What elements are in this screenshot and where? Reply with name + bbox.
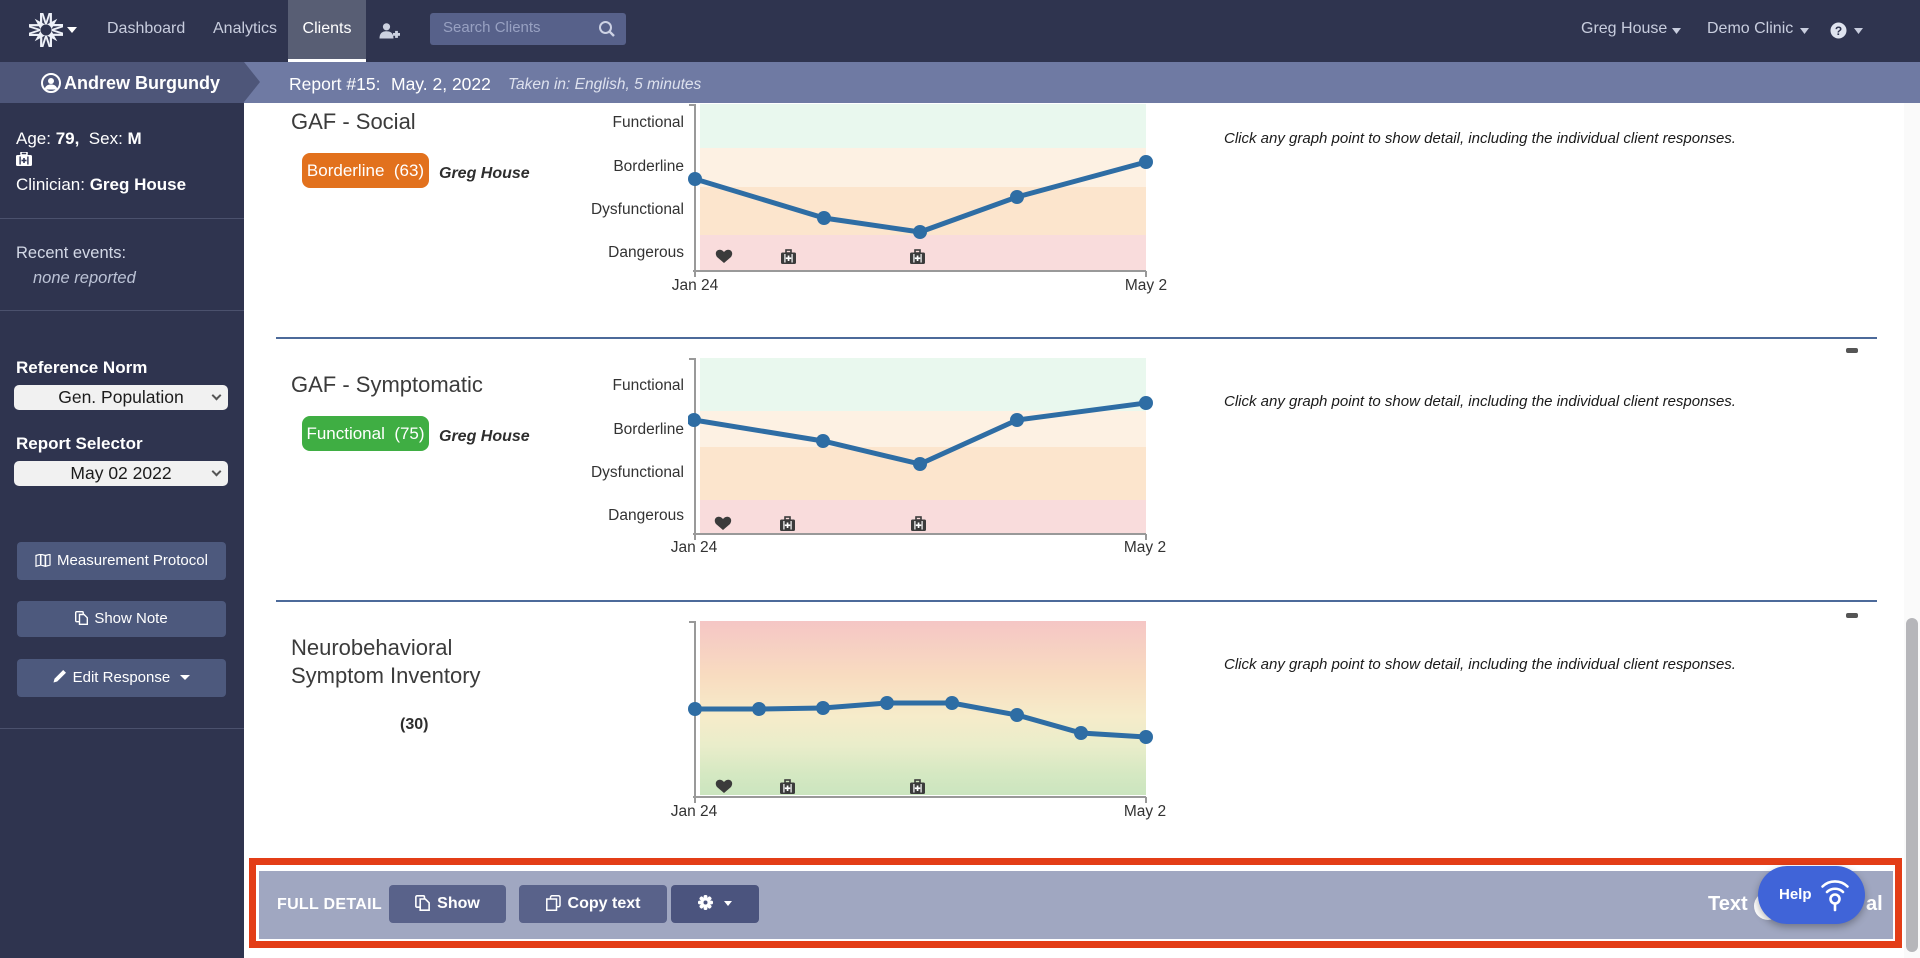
svg-text:M: M: [48, 23, 67, 37]
svg-text:M: M: [26, 23, 45, 37]
svg-text:M: M: [39, 32, 53, 51]
svg-text:?: ?: [1835, 24, 1842, 38]
svg-text:M: M: [39, 10, 53, 29]
